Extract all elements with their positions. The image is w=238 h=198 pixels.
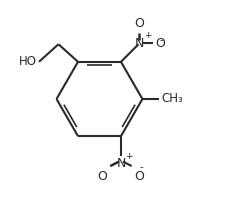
Text: N: N (135, 37, 144, 50)
Text: -: - (139, 162, 143, 172)
Text: O: O (97, 170, 107, 183)
Text: HO: HO (19, 55, 37, 68)
Text: -: - (160, 35, 163, 45)
Text: O: O (134, 17, 144, 30)
Text: CH₃: CH₃ (161, 92, 183, 106)
Text: +: + (125, 152, 133, 161)
Text: N: N (116, 157, 126, 170)
Text: O: O (155, 37, 165, 50)
Text: +: + (144, 31, 151, 40)
Text: O: O (135, 170, 144, 183)
